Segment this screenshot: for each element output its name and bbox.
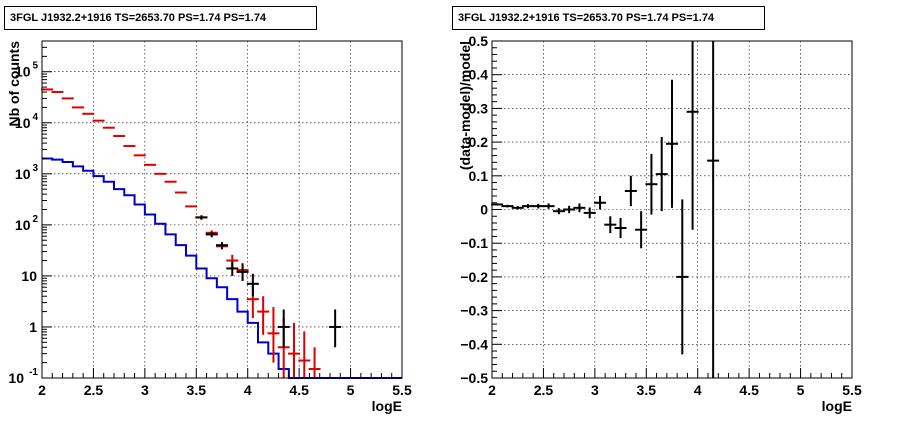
y-tick-label: −0.5: [460, 370, 488, 386]
y-tick-label-exponent: 4: [32, 112, 38, 123]
x-tick-label: 4: [244, 382, 252, 398]
y-tick-label: 0.3: [469, 100, 489, 116]
data-point: [329, 309, 342, 348]
y-tick-label: 10: [21, 268, 37, 284]
x-axis-label: logE: [372, 398, 402, 414]
y-tick-label: 0.4: [469, 67, 489, 83]
data-point: [216, 242, 228, 249]
x-tick-label: 5.5: [392, 382, 412, 398]
y-tick-label-exponent: 2: [32, 214, 38, 225]
x-tick-label: 4.5: [739, 382, 759, 398]
residual-point: [707, 41, 720, 378]
y-axis-label: Nb of counts: [6, 41, 22, 127]
x-tick-label: 3: [591, 382, 599, 398]
residual-point: [532, 203, 545, 209]
residual-point: [594, 196, 606, 210]
residual-point: [583, 207, 596, 219]
x-tick-label: 2.5: [534, 382, 554, 398]
data-point: [277, 309, 290, 348]
data-point: [257, 296, 270, 335]
y-tick-label-exponent: -1: [29, 367, 38, 378]
x-tick-label: 4: [694, 382, 702, 398]
residual-point: [676, 199, 689, 355]
x-tick-label: 5: [347, 382, 355, 398]
y-tick-label: 1: [29, 319, 37, 335]
y-tick-label: −0.4: [460, 336, 488, 352]
chart-title-left: 3FGL J1932.2+1916 TS=2653.70 PS=1.74 PS=…: [4, 6, 317, 30]
y-tick-label: 0: [480, 202, 488, 218]
residual-point: [655, 137, 668, 212]
x-tick-label: 2.5: [84, 382, 104, 398]
residual-point: [501, 204, 514, 208]
y-tick-label: 10: [15, 115, 31, 131]
y-axis-label: (data-model)/model: [457, 41, 473, 170]
data-point: [246, 273, 259, 297]
y-tick-label: 10: [8, 370, 24, 386]
x-tick-label: 2: [488, 382, 496, 398]
residual-point: [573, 203, 586, 213]
y-tick-label: 0.2: [469, 134, 489, 150]
y-tick-label: −0.2: [460, 269, 488, 285]
residual-point: [686, 41, 699, 230]
x-axis-label: logE: [822, 398, 852, 414]
x-tick-label: 3.5: [637, 382, 657, 398]
model-histogram-line: [42, 157, 402, 379]
residual-point: [542, 203, 555, 209]
x-tick-label: 4.5: [289, 382, 309, 398]
residual-point: [491, 203, 504, 206]
x-tick-label: 5: [797, 382, 805, 398]
data-point: [205, 231, 218, 238]
y-tick-label: 10: [15, 166, 31, 182]
y-tick-label-exponent: 5: [32, 61, 38, 72]
data-point: [195, 215, 208, 220]
residual-point: [624, 175, 637, 207]
y-tick-label-exponent: 3: [32, 163, 38, 174]
residual-point: [666, 79, 678, 208]
data-point: [236, 264, 249, 281]
x-tick-label: 5.5: [842, 382, 862, 398]
data-point: [267, 307, 280, 363]
residual-point: [511, 206, 524, 210]
residual-point: [635, 211, 648, 249]
residual-point: [563, 205, 576, 214]
data-point: [226, 261, 239, 276]
residual-point: [604, 216, 617, 234]
y-tick-label: 0.5: [469, 33, 489, 49]
residual-point: [522, 204, 534, 209]
residual-point: [614, 217, 627, 239]
residual-point: [645, 153, 658, 215]
x-tick-label: 2: [38, 382, 46, 398]
data-point: [298, 331, 311, 378]
x-tick-label: 3: [141, 382, 149, 398]
plot-frame-left: [41, 40, 403, 379]
x-tick-label: 3.5: [187, 382, 207, 398]
y-tick-label: 10: [15, 64, 31, 80]
y-tick-label: 0.1: [469, 168, 489, 184]
y-tick-label: −0.1: [460, 235, 488, 251]
y-tick-label: 10: [15, 217, 31, 233]
y-tick-label: −0.3: [460, 303, 488, 319]
residual-point: [552, 208, 565, 215]
data-point: [308, 347, 321, 378]
data-point: [288, 322, 300, 378]
chart-title-right: 3FGL J1932.2+1916 TS=2653.70 PS=1.74 PS=…: [452, 6, 765, 30]
